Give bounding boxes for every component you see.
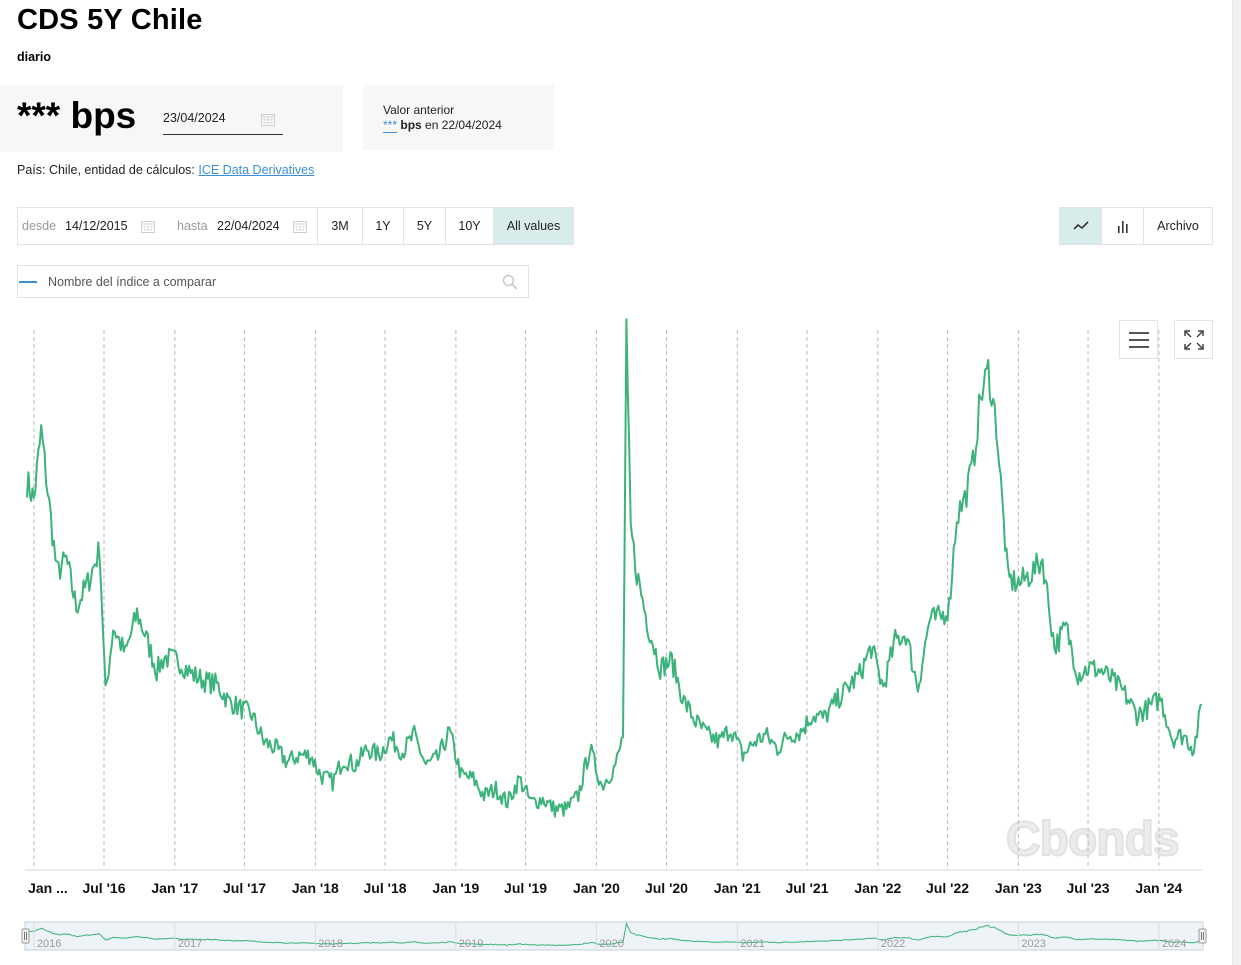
range-5y-button[interactable]: 5Y [404, 208, 446, 244]
navigator-background [24, 921, 1204, 951]
previous-value-unit: bps [400, 118, 422, 132]
previous-value-label: Valor anterior [383, 103, 455, 117]
range-all-values-button[interactable]: All values [494, 208, 573, 244]
navigator-right-handle[interactable] [1198, 928, 1207, 944]
x-tick-label: Jan ... [28, 880, 68, 896]
to-label: hasta [177, 219, 208, 233]
cds-series-line [26, 318, 1203, 818]
previous-value-panel: Valor anterior *** bps en 22/04/2024 [363, 85, 554, 150]
x-tick-label: Jan '22 [854, 880, 901, 896]
x-tick-label: Jan '24 [1135, 880, 1182, 896]
line-chart-button[interactable] [1060, 208, 1102, 244]
cbonds-watermark: Cbonds [1005, 812, 1181, 867]
hamburger-menu-icon [1128, 331, 1149, 348]
search-icon[interactable] [502, 274, 518, 295]
navigator-year-label: 2018 [318, 938, 342, 950]
current-date-field[interactable]: 23/04/2024 [163, 104, 283, 135]
navigator-year-label: 2019 [459, 938, 483, 950]
x-tick-label: Jan '20 [573, 880, 620, 896]
navigator-year-label: 2024 [1162, 938, 1186, 950]
navigator-year-label: 2016 [37, 938, 61, 950]
x-tick-label: Jul '19 [504, 880, 547, 896]
country-text: País: Chile, entidad de cálculos: [17, 163, 195, 177]
line-chart-icon [1072, 221, 1089, 230]
from-calendar-icon[interactable] [141, 220, 155, 233]
range-3m-button[interactable]: 3M [318, 208, 363, 244]
x-tick-label: Jan '23 [995, 880, 1042, 896]
frequency-label: diario [17, 50, 52, 64]
chart-grid [33, 330, 1160, 870]
navigator-left-handle[interactable] [21, 928, 30, 944]
date-range-bar: desde 14/12/2015 hasta 22/04/2024 3M 1Y … [17, 207, 574, 245]
navigator-year-label: 2022 [881, 938, 905, 950]
bar-chart-icon [1117, 220, 1128, 233]
chart-view-toggle: Archivo [1059, 207, 1213, 245]
x-tick-label: Jul '22 [926, 880, 969, 896]
compare-index-input[interactable]: Nombre del índice a comparar [17, 265, 529, 298]
navigator-year-label: 2023 [1021, 938, 1045, 950]
bar-chart-button[interactable] [1102, 208, 1144, 244]
archive-button[interactable]: Archivo [1157, 219, 1199, 233]
previous-value-masked[interactable]: *** [383, 118, 398, 133]
navigator-year-label: 2021 [740, 938, 764, 950]
x-tick-label: Jan '17 [151, 880, 198, 896]
fullscreen-icon [1183, 329, 1204, 350]
fullscreen-button[interactable] [1174, 320, 1213, 359]
chart-menu-button[interactable] [1119, 320, 1158, 359]
to-calendar-icon[interactable] [293, 220, 307, 233]
x-tick-label: Jan '19 [432, 880, 479, 896]
current-date-value: 23/04/2024 [163, 111, 226, 125]
x-tick-label: Jan '18 [292, 880, 339, 896]
country-info: País: Chile, entidad de cálculos: ICE Da… [17, 163, 314, 177]
from-date-input[interactable]: 14/12/2015 [65, 219, 128, 233]
page-scrollbar[interactable] [1232, 0, 1241, 965]
navigator-series-line [26, 921, 1203, 947]
x-axis-ticks: Jan ... Jul '16 Jan '17 Jul '17 Jan '18 Jul '… [28, 880, 1182, 896]
range-1y-button[interactable]: 1Y [363, 208, 404, 244]
current-value: *** bps [17, 95, 137, 136]
x-tick-label: Jul '16 [82, 880, 125, 896]
previous-value-date: en 22/04/2024 [425, 118, 502, 132]
x-tick-label: Jan '21 [714, 880, 761, 896]
range-navigator: 2016 2017 2018 2019 2020 2021 2022 2023 2024 [21, 921, 1207, 951]
from-label: desde [22, 219, 57, 233]
compare-placeholder: Nombre del índice a comparar [48, 275, 217, 289]
compare-series-line [19, 281, 37, 283]
navigator-year-label: 2017 [178, 938, 202, 950]
x-tick-label: Jul '21 [785, 880, 828, 896]
source-link[interactable]: ICE Data Derivatives [198, 163, 315, 177]
x-tick-label: Jul '20 [645, 880, 688, 896]
navigator-year-labels: 2016 2017 2018 2019 2020 2021 2022 2023 2024 [33, 922, 1186, 950]
calendar-icon[interactable] [261, 113, 275, 126]
current-value-panel: *** bps 23/04/2024 [0, 85, 343, 152]
to-date-input[interactable]: 22/04/2024 [217, 219, 280, 233]
date-range-inputs: desde 14/12/2015 hasta 22/04/2024 [18, 208, 318, 244]
range-10y-button[interactable]: 10Y [446, 208, 494, 244]
navigator-year-label: 2020 [599, 938, 623, 950]
x-tick-label: Jul '23 [1067, 880, 1110, 896]
x-tick-label: Jul '18 [364, 880, 407, 896]
x-tick-label: Jul '17 [223, 880, 266, 896]
previous-value-line: *** bps en 22/04/2024 [383, 118, 502, 133]
page-title: CDS 5Y Chile [17, 4, 203, 36]
